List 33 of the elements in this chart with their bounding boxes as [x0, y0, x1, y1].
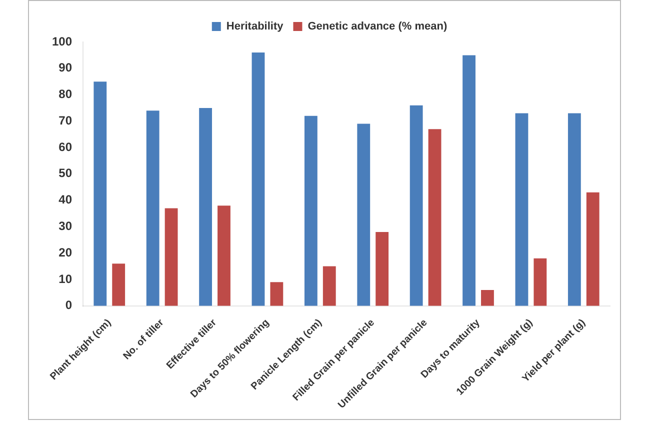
bar	[568, 113, 581, 306]
y-tick-label: 50	[58, 166, 72, 180]
y-tick-label: 100	[52, 34, 72, 48]
y-tick-label: 60	[58, 140, 72, 154]
bar	[515, 113, 528, 306]
bar	[146, 110, 160, 306]
y-tick-label: 40	[58, 192, 72, 207]
legend-label: Heritability	[226, 20, 284, 33]
bar	[112, 264, 126, 306]
bar	[376, 232, 389, 306]
bar	[252, 52, 265, 306]
bar	[410, 105, 423, 306]
bar	[586, 192, 600, 306]
legend-label: Genetic advance (% mean)	[308, 20, 448, 33]
y-tick-label: 80	[58, 87, 72, 102]
y-tick-label: 90	[58, 60, 72, 75]
bar	[462, 55, 476, 306]
bar	[94, 82, 107, 306]
bar	[164, 208, 178, 306]
bar	[428, 129, 442, 306]
bar	[199, 108, 212, 306]
bar	[357, 124, 370, 306]
y-tick-label: 70	[58, 113, 72, 128]
bar	[304, 116, 318, 306]
y-tick-label: 10	[58, 272, 72, 286]
bar	[534, 258, 547, 306]
y-tick-label: 20	[58, 245, 72, 260]
y-tick-label: 30	[58, 219, 72, 234]
bar	[322, 266, 336, 306]
bar	[218, 206, 230, 306]
bar	[481, 290, 494, 306]
y-tick-label: 0	[65, 298, 72, 312]
bar	[270, 282, 284, 306]
